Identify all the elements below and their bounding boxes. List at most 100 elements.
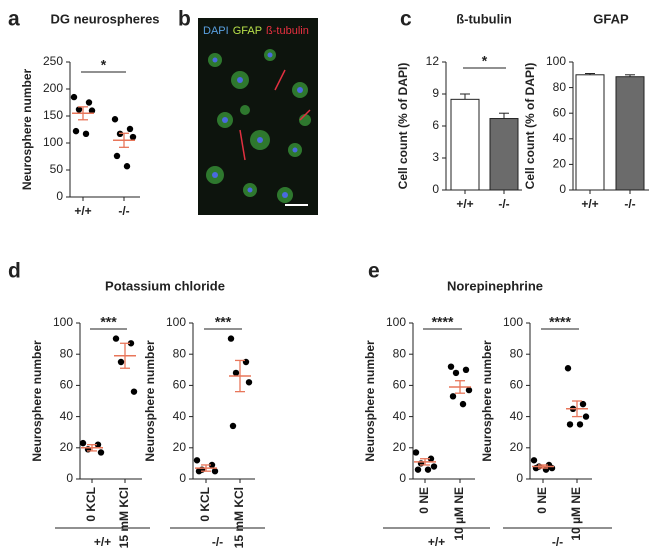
significance-label: **** bbox=[549, 314, 571, 330]
x-tick-label: +/+ bbox=[581, 197, 598, 211]
chart-title: GFAP bbox=[593, 11, 629, 26]
y-tick-label: 3 bbox=[432, 150, 439, 164]
group-label: +/+ bbox=[94, 535, 111, 549]
image-label: ß-tubulin bbox=[266, 25, 309, 37]
y-tick-label: 6 bbox=[432, 118, 439, 132]
y-tick-label: 80 bbox=[393, 346, 407, 360]
data-point bbox=[113, 152, 121, 160]
y-tick-label: 80 bbox=[60, 346, 74, 360]
y-tick-label: 100 bbox=[386, 315, 406, 329]
y-tick-label: 40 bbox=[173, 409, 187, 423]
data-point bbox=[111, 116, 119, 123]
y-tick-label: 200 bbox=[43, 81, 63, 95]
data-point bbox=[97, 449, 105, 456]
group-label: -/- bbox=[212, 535, 223, 549]
data-point bbox=[242, 358, 250, 366]
x-tick-label: 0 NE bbox=[417, 487, 431, 514]
y-tick-label: 60 bbox=[173, 378, 187, 392]
data-point bbox=[82, 130, 90, 138]
data-point bbox=[564, 365, 572, 372]
group-label: +/+ bbox=[428, 535, 445, 549]
y-tick-label: 80 bbox=[553, 80, 567, 94]
data-point bbox=[130, 388, 138, 395]
bar bbox=[450, 98, 480, 191]
group-title: Potassium chloride bbox=[105, 278, 225, 293]
y-tick-label: 20 bbox=[393, 440, 407, 454]
data-point bbox=[427, 455, 435, 462]
y-tick-label: 40 bbox=[510, 409, 524, 423]
data-point bbox=[88, 107, 96, 114]
chart-title: DG neurospheres bbox=[50, 11, 159, 26]
data-point bbox=[193, 457, 201, 464]
y-tick-label: 0 bbox=[559, 182, 566, 196]
x-tick-label: 0 KCL bbox=[84, 487, 98, 522]
data-point bbox=[126, 125, 134, 133]
data-point bbox=[566, 421, 574, 428]
y-tick-label: 12 bbox=[426, 54, 440, 68]
y-tick-label: 100 bbox=[503, 315, 523, 329]
panel-letter: e bbox=[368, 260, 380, 283]
y-tick-label: 50 bbox=[50, 162, 64, 176]
x-tick-label: 0 KCL bbox=[198, 487, 212, 522]
y-tick-label: 0 bbox=[179, 471, 186, 485]
y-tick-label: 100 bbox=[43, 135, 63, 149]
y-tick-label: 60 bbox=[60, 378, 74, 392]
y-tick-label: 9 bbox=[432, 86, 439, 100]
y-tick-label: 0 bbox=[432, 182, 439, 196]
y-axis-label: Neurosphere number bbox=[30, 340, 44, 462]
group-title: Norepinephrine bbox=[447, 278, 543, 293]
x-tick-label: -/- bbox=[498, 197, 509, 211]
panel-letter: d bbox=[8, 260, 21, 283]
data-point bbox=[452, 369, 460, 377]
x-tick-label: 15 mM KCl bbox=[232, 487, 246, 548]
data-point bbox=[129, 133, 137, 141]
y-tick-label: 40 bbox=[393, 409, 407, 423]
data-point bbox=[542, 466, 550, 473]
data-point bbox=[85, 99, 93, 106]
panel-letter: c bbox=[400, 8, 412, 31]
data-point bbox=[582, 413, 590, 420]
y-axis-label: Neurosphere number bbox=[480, 340, 494, 462]
significance-label: **** bbox=[432, 314, 454, 330]
data-point bbox=[412, 449, 420, 456]
x-tick-label: 10 µM NE bbox=[452, 487, 466, 541]
x-tick-label: 15 mM KCl bbox=[117, 487, 131, 548]
y-tick-label: 40 bbox=[553, 131, 567, 145]
image-label: DAPI bbox=[203, 25, 229, 37]
y-tick-label: 100 bbox=[166, 315, 186, 329]
data-point bbox=[414, 466, 422, 473]
data-point bbox=[245, 379, 253, 386]
y-axis-label: Neurosphere number bbox=[363, 340, 377, 462]
data-point bbox=[75, 106, 83, 113]
y-axis-label: Cell count (% of DAPI) bbox=[523, 63, 537, 190]
y-tick-label: 60 bbox=[393, 378, 407, 392]
significance-label: *** bbox=[100, 314, 117, 330]
data-point bbox=[530, 457, 538, 464]
y-axis-label: Cell count (% of DAPI) bbox=[396, 63, 410, 190]
chart-title: ß-tubulin bbox=[456, 11, 512, 26]
y-tick-label: 100 bbox=[53, 315, 73, 329]
y-tick-label: 150 bbox=[43, 108, 63, 122]
significance-label: *** bbox=[215, 314, 232, 330]
image-background bbox=[198, 18, 318, 215]
x-tick-label: 0 NE bbox=[535, 487, 549, 514]
y-tick-label: 0 bbox=[399, 471, 406, 485]
data-point bbox=[123, 163, 131, 170]
nuclei bbox=[212, 52, 303, 198]
significance-label: * bbox=[101, 57, 107, 73]
y-tick-label: 100 bbox=[546, 54, 566, 68]
group-label: -/- bbox=[552, 535, 563, 549]
y-tick-label: 80 bbox=[510, 346, 524, 360]
panel-letter: b bbox=[178, 8, 191, 31]
data-point bbox=[459, 400, 467, 408]
data-point bbox=[579, 400, 587, 408]
data-point bbox=[576, 421, 584, 428]
bar bbox=[489, 118, 519, 191]
y-tick-label: 40 bbox=[60, 409, 74, 423]
x-tick-label: -/- bbox=[118, 204, 129, 218]
y-tick-label: 20 bbox=[553, 157, 567, 171]
data-point bbox=[211, 468, 219, 475]
y-tick-label: 80 bbox=[173, 346, 187, 360]
data-point bbox=[449, 393, 457, 400]
